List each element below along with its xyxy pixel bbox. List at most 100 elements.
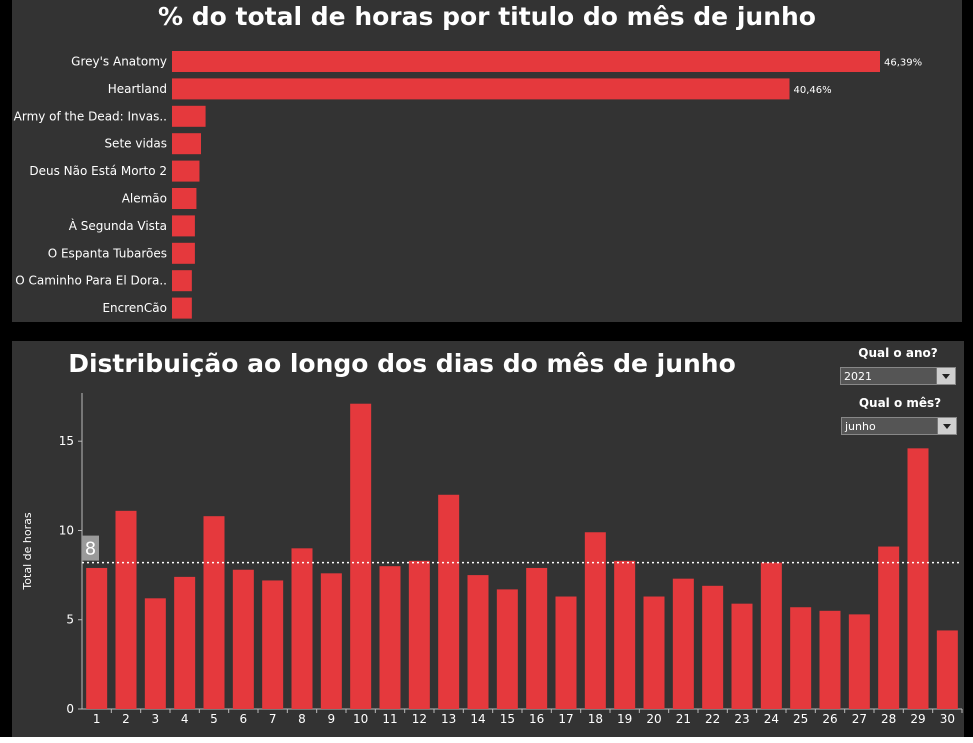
- chevron-down-icon[interactable]: [936, 368, 955, 384]
- day-bar: [790, 607, 812, 709]
- title-bar: [172, 133, 201, 155]
- x-tick-label: 7: [269, 712, 277, 726]
- category-label: O Caminho Para El Dora..: [15, 274, 167, 288]
- day-bar: [643, 596, 665, 709]
- category-label: Heartland: [108, 82, 167, 96]
- day-bar: [115, 510, 137, 709]
- day-bar: [526, 567, 548, 709]
- day-bar: [907, 448, 929, 709]
- titles-chart-title: % do total de horas por titulo do mês de…: [158, 2, 816, 31]
- title-bar: [172, 78, 790, 100]
- title-bar: [172, 270, 192, 292]
- x-tick-label: 2: [122, 712, 130, 726]
- y-tick-label: 5: [66, 613, 74, 627]
- x-tick-label: 30: [940, 712, 955, 726]
- y-axis-title: Total de horas: [21, 512, 34, 590]
- x-tick-label: 8: [298, 712, 306, 726]
- x-tick-label: 3: [152, 712, 160, 726]
- day-bar: [232, 569, 254, 709]
- day-bar: [86, 567, 108, 709]
- day-bar: [379, 566, 401, 709]
- day-bar: [760, 562, 782, 709]
- month-filter-label: Qual o mês?: [858, 396, 942, 410]
- data-label: 46,39%: [884, 58, 922, 69]
- x-tick-label: 24: [764, 712, 779, 726]
- category-label: Army of the Dead: Invas..: [14, 109, 167, 123]
- category-label: Sete vidas: [104, 137, 167, 151]
- x-tick-label: 11: [382, 712, 397, 726]
- x-tick-label: 13: [441, 712, 456, 726]
- year-filter-dropdown[interactable]: 2021: [840, 367, 956, 385]
- day-bar: [320, 573, 342, 709]
- y-tick-label: 15: [59, 434, 74, 448]
- x-tick-label: 26: [822, 712, 837, 726]
- day-bar: [672, 578, 694, 709]
- x-tick-label: 10: [353, 712, 368, 726]
- reference-label-box: [82, 535, 99, 561]
- x-tick-label: 15: [500, 712, 515, 726]
- y-tick-label: 0: [66, 702, 74, 716]
- title-bar: [172, 105, 206, 127]
- day-bar: [555, 596, 577, 709]
- x-tick-label: 28: [881, 712, 896, 726]
- day-bar: [702, 585, 724, 709]
- x-tick-label: 4: [181, 712, 189, 726]
- data-label: 40,46%: [793, 85, 831, 96]
- category-label: Grey's Anatomy: [71, 55, 167, 69]
- title-bar: [172, 160, 200, 182]
- category-label: Alemão: [122, 192, 167, 206]
- x-tick-label: 5: [210, 712, 218, 726]
- day-bar: [262, 580, 284, 709]
- day-bar: [291, 548, 313, 709]
- category-label: O Espanta Tubarões: [48, 246, 167, 260]
- day-bar: [848, 614, 870, 709]
- x-tick-label: 25: [793, 712, 808, 726]
- category-label: Deus Não Está Morto 2: [29, 164, 167, 178]
- x-tick-label: 1: [93, 712, 101, 726]
- day-bar: [936, 630, 958, 709]
- x-tick-label: 9: [328, 712, 336, 726]
- category-label: À Segunda Vista: [69, 218, 167, 233]
- title-bar: [172, 215, 195, 237]
- year-filter-value: 2021: [844, 370, 872, 383]
- day-bar: [438, 494, 460, 709]
- title-bar: [172, 297, 192, 319]
- year-filter-label: Qual o ano?: [858, 346, 938, 360]
- day-bar: [350, 403, 372, 709]
- day-bar: [467, 575, 489, 709]
- category-label: EncrenCão: [102, 301, 167, 315]
- day-bar: [584, 532, 606, 709]
- x-tick-label: 16: [529, 712, 544, 726]
- x-tick-label: 6: [240, 712, 248, 726]
- day-bar: [203, 516, 225, 709]
- title-bar: [172, 188, 197, 209]
- x-tick-label: 21: [676, 712, 691, 726]
- daily-chart-title: Distribuição ao longo dos dias do mês de…: [68, 349, 736, 378]
- titles-chart-panel: % do total de horas por titulo do mês de…: [12, 0, 962, 322]
- daily-chart-panel: Distribuição ao longo dos dias do mês de…: [12, 341, 964, 737]
- day-bar: [878, 546, 900, 709]
- x-tick-label: 27: [852, 712, 867, 726]
- x-tick-label: 18: [588, 712, 603, 726]
- x-tick-label: 17: [558, 712, 573, 726]
- chevron-down-icon[interactable]: [937, 418, 956, 434]
- bottom-edge-strip: [0, 737, 973, 743]
- x-tick-label: 19: [617, 712, 632, 726]
- day-bar: [408, 560, 430, 709]
- reference-label: 8: [85, 539, 96, 560]
- titles-bar-chart: Grey's Anatomy 46,39% Heartland 40,46% Army …: [14, 51, 922, 319]
- x-tick-label: 14: [470, 712, 485, 726]
- day-bar: [144, 598, 166, 709]
- day-bar: [614, 560, 636, 709]
- day-bar: [496, 589, 518, 709]
- title-bar: [172, 51, 880, 72]
- x-tick-label: 12: [412, 712, 427, 726]
- x-tick-label: 23: [734, 712, 749, 726]
- month-filter-value: junho: [845, 420, 876, 433]
- day-bar: [731, 603, 753, 709]
- month-filter-dropdown[interactable]: junho: [841, 417, 957, 435]
- x-tick-label: 20: [646, 712, 661, 726]
- day-bar: [174, 576, 196, 709]
- title-bar: [172, 242, 195, 264]
